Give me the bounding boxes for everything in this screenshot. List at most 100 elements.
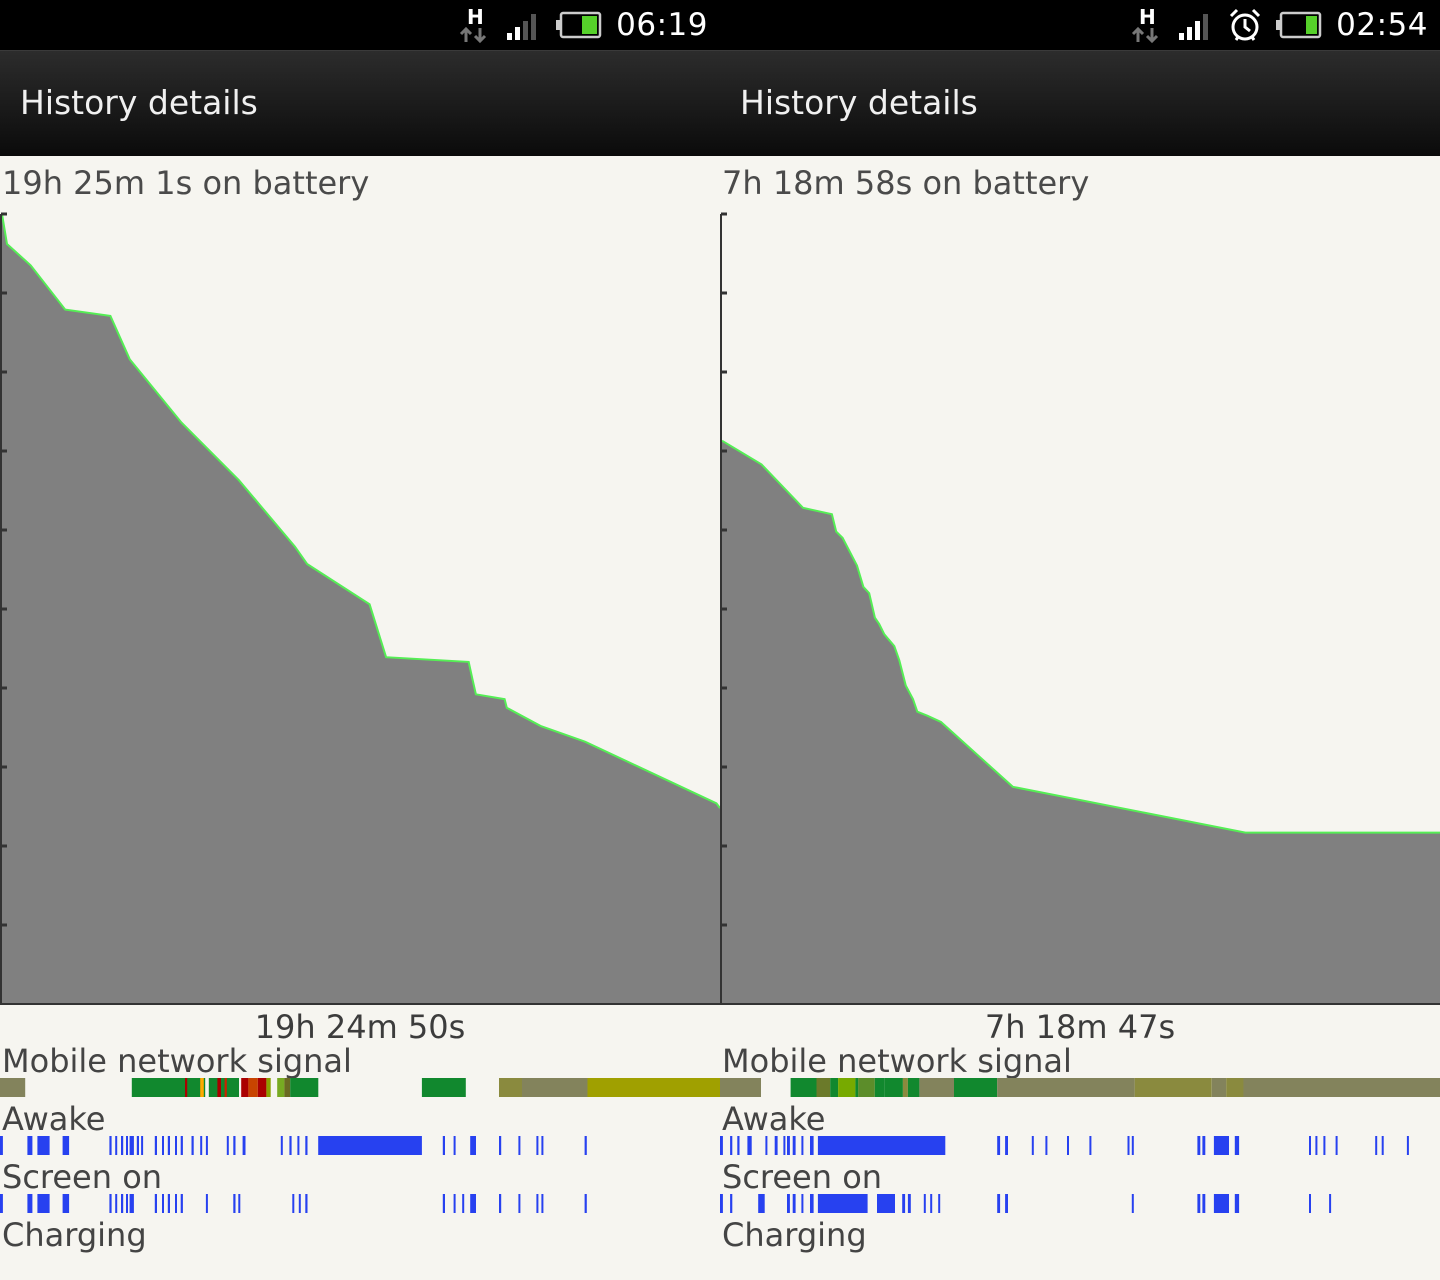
mobile-signal-label: Mobile network signal	[2, 1042, 352, 1080]
awake-segment	[720, 1136, 723, 1155]
signal-segment	[277, 1078, 285, 1097]
screen-segment	[175, 1194, 177, 1213]
signal-segment	[858, 1078, 875, 1097]
right-screen: H 02:54 Histo	[720, 0, 1440, 1280]
history-content: 7h 18m 58s on battery 7h 18m 47s Mobile …	[720, 156, 1440, 1280]
mobile-signal-bar	[720, 1078, 1440, 1097]
signal-segment	[907, 1078, 920, 1097]
awake-segment	[1406, 1136, 1409, 1155]
mobile-signal-label: Mobile network signal	[722, 1042, 1072, 1080]
screen-segment	[442, 1194, 445, 1213]
screen-segment	[27, 1194, 33, 1213]
signal-segment	[0, 1078, 26, 1097]
awake-segment	[167, 1136, 170, 1155]
awake-segment	[536, 1136, 539, 1155]
awake-segment	[0, 1136, 3, 1155]
screen-segment	[129, 1194, 134, 1213]
awake-segment	[200, 1136, 203, 1155]
battery-level-area	[722, 440, 1440, 1004]
screen-segment	[126, 1194, 128, 1213]
signal-segment	[421, 1078, 466, 1097]
screen-segment	[453, 1194, 456, 1213]
awake-segment	[297, 1136, 300, 1155]
battery-icon	[556, 11, 602, 39]
awake-segment	[730, 1136, 733, 1155]
screen-segment	[162, 1194, 164, 1213]
signal-segment	[855, 1078, 859, 1097]
hspa-data-icon: H	[1132, 5, 1159, 44]
awake-segment	[115, 1136, 118, 1155]
signal-segment	[185, 1078, 188, 1097]
screen-segment	[810, 1194, 814, 1213]
screen-segment	[1309, 1194, 1311, 1213]
signal-segment	[884, 1078, 903, 1097]
screen-segment	[205, 1194, 208, 1213]
awake-segment	[318, 1136, 422, 1155]
screen-segment	[462, 1194, 465, 1213]
screen-segment	[1131, 1194, 1134, 1213]
signal-segment	[1211, 1078, 1227, 1097]
awake-segment	[765, 1136, 768, 1155]
awake-segment	[280, 1136, 283, 1155]
battery-level-line	[1, 213, 720, 809]
battery-level-area	[2, 214, 720, 1004]
history-content: 19h 25m 1s on battery 19h 24m 50s Mobile…	[0, 156, 720, 1280]
screen-segment	[154, 1194, 157, 1213]
awake-segment	[126, 1136, 128, 1155]
time-on-battery: 7h 18m 58s on battery	[722, 164, 1090, 202]
screen-segment	[121, 1194, 124, 1213]
graph-duration: 19h 24m 50s	[254, 1008, 466, 1046]
signal-segment	[248, 1078, 258, 1097]
battery-history-graph	[0, 212, 720, 1007]
signal-segment	[200, 1078, 204, 1097]
screen-on-label: Screen on	[2, 1158, 163, 1196]
awake-segment	[1202, 1136, 1206, 1155]
screen-segment	[1197, 1194, 1201, 1213]
screen-segment	[541, 1194, 544, 1213]
screen-segment	[305, 1194, 308, 1213]
battery-graph-svg	[720, 212, 1440, 1005]
svg-text:H: H	[1139, 5, 1156, 29]
awake-segment	[1309, 1136, 1311, 1155]
awake-segment	[1045, 1136, 1048, 1155]
signal-strength-icon	[507, 14, 537, 40]
awake-segment	[62, 1136, 70, 1155]
screen-segment	[1005, 1194, 1008, 1213]
page-title: History details	[20, 83, 258, 122]
awake-label: Awake	[722, 1100, 826, 1138]
screen-segment	[930, 1194, 933, 1213]
screen-segment	[109, 1194, 112, 1213]
status-bar: H 06:19	[0, 0, 720, 50]
awake-segment	[997, 1136, 1001, 1155]
awake-segment	[783, 1136, 786, 1155]
signal-segment	[284, 1078, 291, 1097]
awake-segment	[27, 1136, 33, 1155]
awake-segment	[801, 1136, 804, 1155]
screen-segment	[938, 1194, 941, 1213]
screen-segment	[997, 1194, 1001, 1213]
screen-segment	[167, 1194, 170, 1213]
svg-text:H: H	[467, 5, 484, 29]
screen-segment	[923, 1194, 926, 1213]
graph-duration: 7h 18m 47s	[984, 1008, 1176, 1046]
signal-segment	[522, 1078, 588, 1097]
signal-segment	[1134, 1078, 1212, 1097]
signal-segment	[208, 1078, 239, 1097]
awake-segment	[180, 1136, 183, 1155]
alarm-clock-icon	[1230, 8, 1261, 41]
awake-segment	[442, 1136, 445, 1155]
awake-segment	[1315, 1136, 1318, 1155]
screen-segment	[238, 1194, 241, 1213]
awake-segment	[191, 1136, 194, 1155]
awake-segment	[1197, 1136, 1201, 1155]
signal-segment	[874, 1078, 885, 1097]
screen-segment	[1329, 1194, 1332, 1213]
awake-segment	[289, 1136, 292, 1155]
battery-graph-svg	[0, 212, 720, 1005]
awake-segment	[141, 1136, 144, 1155]
awake-segment	[162, 1136, 164, 1155]
clock: 06:19	[616, 7, 708, 43]
awake-segment	[810, 1136, 814, 1155]
awake-segment	[453, 1136, 456, 1155]
signal-segment	[587, 1078, 720, 1097]
